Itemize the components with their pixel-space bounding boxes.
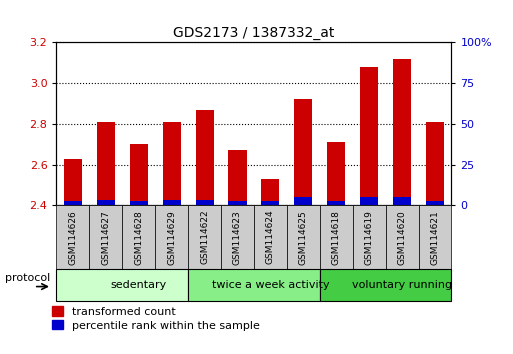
FancyBboxPatch shape — [89, 205, 122, 269]
Text: GSM114629: GSM114629 — [167, 210, 176, 264]
Bar — [426, 201, 444, 205]
FancyBboxPatch shape — [287, 205, 320, 269]
FancyBboxPatch shape — [320, 205, 353, 269]
FancyBboxPatch shape — [56, 269, 188, 301]
Bar — [130, 144, 148, 205]
FancyBboxPatch shape — [353, 205, 386, 269]
Text: GSM114625: GSM114625 — [299, 210, 308, 264]
Bar — [360, 197, 378, 205]
Bar — [228, 150, 247, 205]
Text: protocol: protocol — [5, 273, 50, 283]
Bar — [393, 197, 411, 205]
Text: GSM114622: GSM114622 — [200, 210, 209, 264]
Text: GSM114626: GSM114626 — [68, 210, 77, 264]
Bar — [64, 159, 82, 205]
Bar — [426, 122, 444, 205]
Bar — [261, 179, 280, 205]
Bar — [327, 142, 345, 205]
FancyBboxPatch shape — [122, 205, 155, 269]
Text: GSM114621: GSM114621 — [430, 210, 440, 264]
Text: GSM114619: GSM114619 — [365, 210, 373, 265]
FancyBboxPatch shape — [155, 205, 188, 269]
Text: sedentary: sedentary — [111, 280, 167, 290]
Bar — [97, 122, 115, 205]
Text: GSM114624: GSM114624 — [266, 210, 275, 264]
Text: GSM114627: GSM114627 — [101, 210, 110, 264]
FancyBboxPatch shape — [320, 269, 451, 301]
Bar — [97, 200, 115, 205]
FancyBboxPatch shape — [56, 205, 89, 269]
Bar — [360, 67, 378, 205]
FancyBboxPatch shape — [419, 205, 451, 269]
Bar — [327, 201, 345, 205]
Bar — [261, 201, 280, 205]
FancyBboxPatch shape — [254, 205, 287, 269]
Text: GSM114628: GSM114628 — [134, 210, 143, 264]
Text: GSM114618: GSM114618 — [332, 210, 341, 265]
Bar — [163, 122, 181, 205]
Bar — [294, 197, 312, 205]
Bar — [64, 201, 82, 205]
Bar — [163, 200, 181, 205]
FancyBboxPatch shape — [386, 205, 419, 269]
Bar — [294, 99, 312, 205]
Bar — [195, 200, 213, 205]
Text: GSM114620: GSM114620 — [398, 210, 407, 264]
Bar — [393, 59, 411, 205]
Text: twice a week activity: twice a week activity — [211, 280, 329, 290]
Bar — [130, 201, 148, 205]
Bar — [228, 201, 247, 205]
Legend: transformed count, percentile rank within the sample: transformed count, percentile rank withi… — [52, 307, 260, 331]
FancyBboxPatch shape — [188, 205, 221, 269]
Title: GDS2173 / 1387332_at: GDS2173 / 1387332_at — [173, 26, 334, 40]
Text: voluntary running: voluntary running — [352, 280, 452, 290]
Text: GSM114623: GSM114623 — [233, 210, 242, 264]
Bar — [195, 110, 213, 205]
FancyBboxPatch shape — [221, 205, 254, 269]
FancyBboxPatch shape — [188, 269, 320, 301]
